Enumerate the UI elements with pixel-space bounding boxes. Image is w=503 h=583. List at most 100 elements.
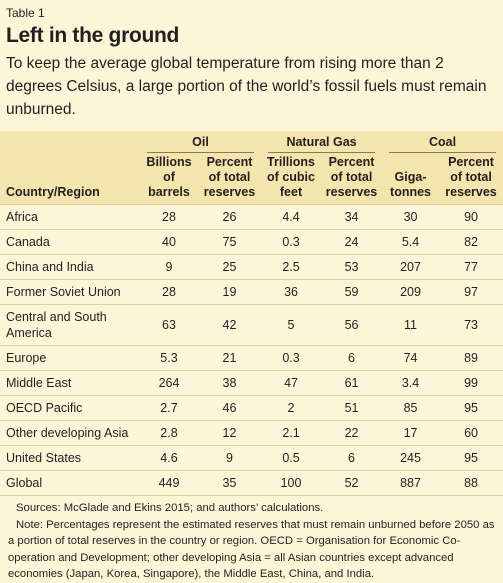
row-label: OECD Pacific — [0, 395, 140, 421]
column-header-line: barrels — [148, 185, 190, 199]
group-label: Oil — [147, 135, 255, 153]
table-row: Other developing Asia 2.8 12 2.1 22 17 60 — [0, 420, 503, 446]
cell: 75 — [198, 229, 262, 255]
group-label: Coal — [389, 135, 497, 153]
cell: 19 — [198, 279, 262, 305]
column-header-line: reserves — [325, 185, 378, 199]
table-row: Central and South America 63 42 5 56 11 73 — [0, 304, 503, 346]
cell: 35 — [198, 470, 262, 495]
cell: 28 — [140, 279, 198, 305]
cell: 5.4 — [382, 229, 440, 255]
cell: 97 — [439, 279, 503, 305]
cell: 17 — [382, 420, 440, 446]
column-header: Percent of total reserves — [198, 155, 261, 205]
cell: 89 — [439, 345, 503, 371]
cell: 6 — [321, 345, 383, 371]
column-header-line: Percent — [448, 155, 494, 169]
cell: 0.5 — [261, 445, 322, 471]
cell: 51 — [321, 395, 383, 421]
cell: 5.3 — [140, 345, 198, 371]
group-header-row: Oil Natural Gas Coal — [0, 131, 503, 155]
cell: 22 — [321, 420, 383, 446]
cell: 0.3 — [261, 229, 322, 255]
cell: 88 — [439, 470, 503, 495]
cell: 38 — [198, 370, 262, 396]
table-row: Africa 28 26 4.4 34 30 90 — [0, 204, 503, 230]
column-header: Percent of total reserves — [439, 155, 503, 205]
table-row: OECD Pacific 2.7 46 2 51 85 95 — [0, 395, 503, 421]
group-header: Coal — [382, 131, 503, 155]
row-label: Global — [0, 470, 140, 495]
column-header-line: Giga- — [394, 170, 427, 184]
table-label: Table 1 — [6, 6, 45, 20]
cell: 25 — [198, 254, 262, 280]
column-header: Trillions of cubic feet — [261, 155, 321, 205]
group-header: Oil — [140, 131, 261, 155]
cell: 12 — [198, 420, 262, 446]
cell: 24 — [321, 229, 383, 255]
cell: 11 — [382, 304, 440, 346]
data-table: Oil Natural Gas Coal Country/Region Billions… — [0, 131, 503, 495]
cell: 26 — [198, 204, 262, 230]
cell: 28 — [140, 204, 198, 230]
column-header-line: of total — [330, 170, 373, 184]
cell: 887 — [382, 470, 440, 495]
cell: 2.7 — [140, 395, 198, 421]
cell: 60 — [439, 420, 503, 446]
column-header-line: Percent — [328, 155, 375, 169]
row-label: China and India — [0, 254, 140, 280]
cell: 46 — [198, 395, 262, 421]
cell: 56 — [321, 304, 383, 346]
cell: 449 — [140, 470, 198, 495]
table-row: Middle East 264 38 47 61 3.4 99 — [0, 370, 503, 396]
cell: 95 — [439, 395, 503, 421]
cell: 36 — [261, 279, 322, 305]
note: Note: Percentages represent the estimate… — [8, 518, 495, 581]
column-header-line: of — [163, 170, 175, 184]
table-row: Europe 5.3 21 0.3 6 74 89 — [0, 345, 503, 371]
cell: 52 — [321, 470, 383, 495]
title: Left in the ground — [6, 24, 180, 47]
cell: 4.6 — [140, 445, 198, 471]
cell: 2.5 — [261, 254, 322, 280]
header-cell — [0, 131, 140, 155]
cell: 2.8 — [140, 420, 198, 446]
table-row: Former Soviet Union 28 19 36 59 209 97 — [0, 279, 503, 305]
cell: 95 — [439, 445, 503, 471]
row-label: Canada — [0, 229, 140, 255]
cell: 99 — [439, 370, 503, 396]
cell: 77 — [439, 254, 503, 280]
cell: 264 — [140, 370, 198, 396]
cell: 6 — [321, 445, 383, 471]
cell: 245 — [382, 445, 440, 471]
table-row: Canada 40 75 0.3 24 5.4 82 — [0, 229, 503, 255]
notes: Sources: McGlade and Ekins 2015; and aut… — [0, 495, 503, 583]
cell: 0.3 — [261, 345, 322, 371]
column-header-line: reserves — [445, 185, 497, 199]
cell: 42 — [198, 304, 262, 346]
table-row: Global 449 35 100 52 887 88 — [0, 470, 503, 495]
cell: 34 — [321, 204, 383, 230]
column-header: Percent of total reserves — [321, 155, 382, 205]
column-header-line: Percent — [206, 155, 253, 169]
cell: 9 — [198, 445, 262, 471]
group-header: Natural Gas — [261, 131, 382, 155]
table-row: United States 4.6 9 0.5 6 245 95 — [0, 445, 503, 471]
column-header-row: Country/Region Billions of barrels Percent of… — [0, 155, 503, 205]
cell: 90 — [439, 204, 503, 230]
row-label: Former Soviet Union — [0, 279, 140, 305]
cell: 207 — [382, 254, 440, 280]
cell: 53 — [321, 254, 383, 280]
row-label: Central and South America — [0, 304, 140, 346]
cell: 2 — [261, 395, 322, 421]
row-label: Middle East — [0, 370, 140, 396]
cell: 100 — [261, 470, 322, 495]
column-header-line: tonnes — [390, 185, 432, 199]
row-label: Africa — [0, 204, 140, 230]
column-header-line: Billions — [146, 155, 192, 169]
cell: 40 — [140, 229, 198, 255]
cell: 30 — [382, 204, 440, 230]
cell: 21 — [198, 345, 262, 371]
cell: 63 — [140, 304, 198, 346]
